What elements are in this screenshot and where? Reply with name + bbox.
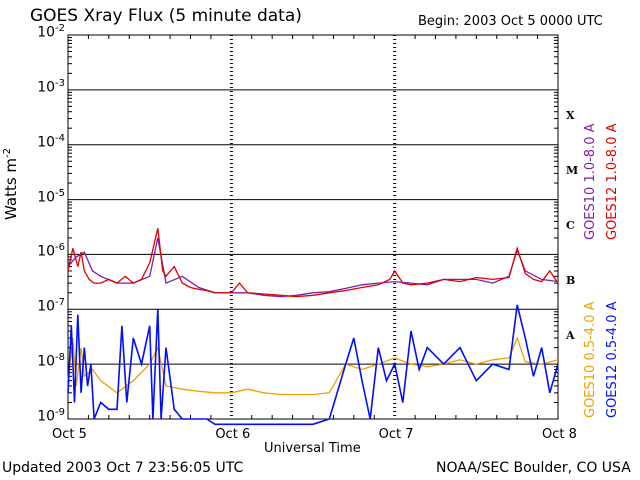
y-tick-exponent: -6 (55, 242, 65, 254)
y-tick-label: 10-5 (5, 188, 65, 206)
y-tick-label: 10-6 (5, 242, 65, 260)
legend-entry: GOES10 0.5-4.0 A (583, 301, 598, 418)
y-tick-base: 10 (37, 134, 56, 151)
x-tick-label: Oct 8 (542, 427, 577, 442)
series-line-3 (67, 336, 559, 396)
flare-class-label: X (566, 109, 575, 123)
y-tick-label: 10-8 (5, 352, 65, 370)
y-tick-base: 10 (37, 24, 56, 41)
y-tick-exponent: -8 (55, 352, 65, 364)
y-tick-exponent: -9 (55, 407, 65, 418)
y-tick-base: 10 (37, 298, 56, 315)
chart-title: GOES Xray Flux (5 minute data) (30, 6, 302, 26)
legend-entry: GOES12 0.5-4.0 A (605, 301, 620, 418)
flare-class-label: C (566, 219, 575, 232)
y-tick-base: 10 (37, 189, 56, 206)
y-tick-exponent: -2 (55, 23, 65, 34)
flare-class-label: B (566, 273, 576, 287)
y-tick-label: 10-9 (5, 407, 65, 425)
y-axis-label: Watts m-2 (2, 148, 20, 220)
y-tick-label: 10-7 (5, 297, 65, 315)
x-tick-label: Oct 6 (215, 427, 251, 442)
y-tick-base: 10 (37, 244, 56, 261)
updated-timestamp: Updated 2003 Oct 7 23:56:05 UTC (2, 460, 244, 476)
y-tick-exponent: -7 (55, 297, 65, 309)
y-tick-label: 10-2 (5, 23, 65, 41)
x-tick-label: Oct 7 (378, 427, 414, 442)
series-line-2 (67, 228, 559, 298)
y-tick-base: 10 (37, 353, 56, 370)
x-axis-label: Universal Time (264, 441, 361, 456)
legend-entry: GOES12 1.0-8.0 A (605, 123, 620, 240)
y-tick-base: 10 (37, 408, 56, 425)
series-line-4 (67, 304, 559, 426)
y-tick-exponent: -5 (55, 187, 65, 199)
y-tick-base: 10 (37, 79, 56, 96)
series-line-1 (67, 237, 559, 298)
legend-entry: GOES10 1.0-8.0 A (583, 123, 598, 240)
flare-class-label: M (566, 164, 579, 178)
credit-text: NOAA/SEC Boulder, CO USA (436, 460, 631, 476)
flare-class-label: A (566, 328, 575, 342)
y-tick-exponent: -3 (55, 77, 65, 89)
y-tick-label: 10-4 (5, 133, 65, 151)
y-tick-exponent: -4 (55, 132, 65, 144)
begin-time: Begin: 2003 Oct 5 0000 UTC (418, 14, 603, 29)
y-tick-label: 10-3 (5, 78, 65, 96)
x-tick-label: Oct 5 (52, 427, 87, 442)
